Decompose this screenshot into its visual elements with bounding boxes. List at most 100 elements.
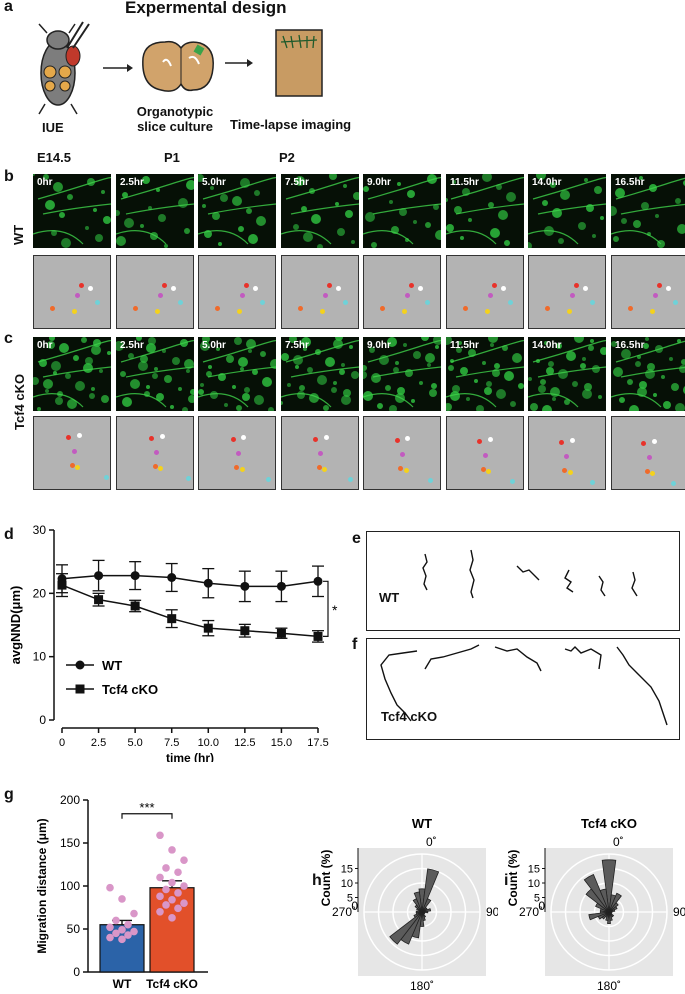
cko-tracking-frame — [446, 416, 524, 490]
neuron-soma — [506, 192, 516, 202]
data-point — [168, 878, 176, 887]
neuron-soma — [85, 357, 93, 365]
neuron-soma — [407, 190, 415, 198]
r-tick-label: 15 — [528, 864, 540, 876]
neuron-image — [198, 174, 276, 246]
neuron-image — [446, 174, 524, 246]
tracked-cell-dot-white — [501, 286, 506, 291]
neuron-soma — [116, 210, 120, 216]
neurite — [528, 177, 606, 245]
neuron-soma — [564, 399, 570, 405]
tracked-cell-dot-cyan — [266, 476, 272, 482]
neuron-soma — [582, 357, 586, 361]
neuron-soma — [331, 387, 337, 393]
r-axis-label: Count (%) — [506, 850, 520, 907]
neuron-soma — [323, 405, 329, 411]
neuron-soma — [226, 355, 234, 363]
neuron-soma — [379, 355, 389, 365]
neuron-soma — [600, 347, 606, 355]
rose-wedge — [421, 908, 432, 913]
neuron-soma — [490, 343, 494, 347]
neuron-soma — [73, 355, 79, 361]
rose-wedge — [413, 911, 423, 918]
neuron-image — [446, 337, 524, 411]
data-point — [174, 868, 182, 877]
neuron-soma — [33, 377, 39, 385]
data-point — [180, 899, 188, 907]
data-point — [167, 614, 177, 624]
neuron-soma — [452, 180, 456, 184]
cko-tracking-frame — [116, 416, 194, 490]
neuron-soma — [295, 176, 305, 186]
neuron-soma — [510, 401, 516, 407]
experimental-design-schematic — [38, 21, 323, 115]
neuron-soma — [333, 339, 343, 349]
neuron-soma — [136, 337, 142, 341]
neuron-soma — [248, 349, 252, 353]
panel-a-title: Expermental design — [125, 0, 287, 17]
neuron-soma — [216, 347, 220, 351]
tracked-cell-dot-cyan — [671, 480, 677, 486]
y-tick-label: 20 — [33, 586, 47, 600]
wt-trajectory-box: WT — [366, 531, 680, 631]
neuron-image — [33, 174, 111, 248]
x-tick-label: Tcf4 cKO — [146, 977, 198, 991]
neuron-soma — [37, 407, 41, 411]
tracked-cell-dot-orange — [562, 467, 568, 473]
rose-wedge — [413, 891, 423, 913]
data-point — [162, 901, 170, 909]
neuron-soma — [325, 357, 335, 367]
rose-wedge — [599, 888, 610, 913]
neuron-soma — [281, 401, 283, 405]
r-tick-label: 15 — [341, 864, 353, 876]
neuron-soma — [301, 337, 311, 347]
wt-tracking-frame — [198, 255, 276, 329]
timepoint-label: 11.5hr — [450, 340, 479, 351]
legend-marker — [75, 684, 85, 694]
neuron-soma — [446, 198, 448, 202]
neuron-soma — [232, 385, 236, 389]
y-tick-label: 0 — [39, 713, 46, 727]
row-label-wt: WT — [11, 224, 26, 245]
tracked-cell-dot-red — [574, 283, 579, 288]
neuron-soma — [556, 343, 562, 349]
rose-wedge — [608, 906, 618, 913]
neuron-soma — [675, 198, 681, 204]
neuron-image — [116, 337, 194, 411]
polar-title: Tcf4 cKO — [581, 816, 637, 831]
neuron-soma — [613, 367, 623, 377]
neuron-soma — [460, 236, 464, 240]
cko-trajectory-box: Tcf4 cKO — [366, 638, 680, 740]
data-point — [130, 909, 138, 918]
significance-marker: *** — [139, 800, 154, 815]
tracked-cell-dot-white — [336, 286, 341, 291]
neuron-soma — [51, 230, 57, 236]
r-tick-label: 0 — [538, 899, 545, 913]
neuron-soma — [146, 343, 156, 353]
significance-bracket — [121, 813, 173, 819]
panel-h-label: h — [312, 872, 322, 889]
neuron-soma — [164, 375, 172, 383]
neuron-soma — [91, 387, 95, 391]
neuron-soma — [184, 359, 194, 369]
neuron-soma — [140, 355, 148, 363]
neurite — [281, 177, 359, 245]
neuron-soma — [413, 220, 417, 224]
tracked-cell-dot-white — [583, 286, 588, 291]
neuron-soma — [178, 198, 188, 208]
cko-image-frame: 9.0hr — [363, 337, 441, 411]
neuron-soma — [206, 371, 212, 377]
neuron-soma — [101, 190, 105, 194]
angle-label: 180˚ — [597, 979, 621, 993]
data-point — [162, 885, 170, 894]
neuron-soma — [240, 367, 244, 371]
neuron-soma — [252, 369, 258, 375]
tracked-cell-dot-magenta — [646, 454, 652, 460]
tracked-cell-dot-yellow — [486, 469, 492, 474]
neuron-soma — [351, 240, 355, 244]
neuron-soma — [584, 178, 588, 182]
neuron-soma — [101, 395, 109, 403]
tracked-cell-dot-cyan — [509, 479, 515, 484]
tracked-cell-dot-white — [323, 435, 329, 441]
neuron-soma — [232, 196, 242, 206]
